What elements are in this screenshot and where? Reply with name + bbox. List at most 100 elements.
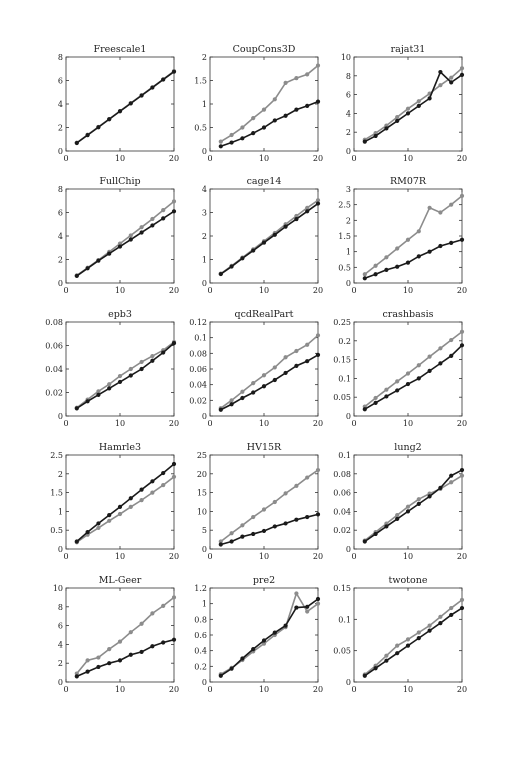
data-point xyxy=(438,69,443,75)
data-point xyxy=(305,604,310,609)
y-tick-label: 0 xyxy=(58,678,63,687)
y-tick-label: 0.04 xyxy=(333,507,351,516)
chart-title: CoupCons3D xyxy=(233,44,296,55)
series-black xyxy=(218,352,321,412)
series-line xyxy=(76,342,175,410)
data-point xyxy=(438,620,443,626)
data-point xyxy=(449,612,454,618)
data-point xyxy=(96,389,101,394)
y-tick-label: 3 xyxy=(202,209,207,218)
data-point xyxy=(438,361,443,366)
data-point xyxy=(150,353,155,359)
series-line xyxy=(364,70,463,143)
series-line xyxy=(220,469,319,543)
data-point xyxy=(416,229,421,234)
y-tick-label: 0.1 xyxy=(338,615,351,624)
data-point xyxy=(85,658,90,663)
data-point xyxy=(384,267,389,272)
series-black xyxy=(362,69,465,144)
data-point xyxy=(395,516,400,522)
x-tick-label: 20 xyxy=(313,154,323,163)
data-point xyxy=(305,609,310,614)
series-black xyxy=(362,467,465,544)
data-point xyxy=(261,641,267,646)
data-point xyxy=(229,398,234,403)
data-point xyxy=(161,603,166,608)
data-point xyxy=(405,371,411,376)
x-tick-label: 10 xyxy=(259,552,269,561)
data-point xyxy=(117,379,123,385)
data-point xyxy=(315,99,321,104)
data-point xyxy=(427,623,432,628)
data-point xyxy=(251,248,256,253)
data-point xyxy=(305,103,310,108)
series-line xyxy=(220,199,319,275)
data-point xyxy=(251,390,256,395)
data-point xyxy=(139,366,144,372)
data-point xyxy=(272,524,277,529)
y-tick-label: 0.5 xyxy=(338,263,351,272)
series-gray xyxy=(362,329,465,409)
y-tick-label: 0 xyxy=(346,147,351,156)
data-point xyxy=(107,661,112,666)
data-point xyxy=(117,658,123,663)
series-black xyxy=(218,201,321,277)
chart-twotone: twotone 0 0.05 0.1 0.15 0 10 20 xyxy=(333,575,467,694)
data-point xyxy=(261,638,267,643)
data-point xyxy=(395,118,400,124)
data-point xyxy=(294,483,299,488)
x-tick-label: 0 xyxy=(207,154,212,163)
data-point xyxy=(261,107,267,112)
data-point xyxy=(251,514,256,520)
data-point xyxy=(74,273,79,279)
y-tick-label: 0 xyxy=(202,678,207,687)
y-tick-label: 0.6 xyxy=(194,631,207,640)
series-line xyxy=(220,591,319,675)
data-point xyxy=(395,264,400,269)
y-tick-label: 8 xyxy=(58,185,63,194)
data-point xyxy=(395,115,400,120)
data-point xyxy=(305,514,310,520)
data-point xyxy=(161,216,166,221)
data-point xyxy=(405,111,411,116)
y-tick-label: 0.1 xyxy=(338,451,351,460)
series-gray xyxy=(362,193,465,277)
y-tick-label: 0 xyxy=(346,412,351,421)
data-point xyxy=(449,337,454,343)
data-point xyxy=(128,652,133,657)
data-point xyxy=(438,243,443,249)
data-point xyxy=(218,407,223,412)
data-point xyxy=(315,352,321,357)
data-point xyxy=(128,496,133,501)
y-tick-label: 2 xyxy=(58,470,63,479)
data-point xyxy=(449,605,454,611)
plot-frame xyxy=(209,56,319,152)
data-point xyxy=(229,132,234,138)
y-tick-label: 0.2 xyxy=(338,337,351,346)
series-line xyxy=(76,210,175,277)
y-tick-label: 5 xyxy=(202,526,207,535)
series-line xyxy=(76,463,175,543)
y-tick-label: 8 xyxy=(346,72,351,81)
data-point xyxy=(427,354,432,359)
data-point xyxy=(449,480,454,485)
series-black xyxy=(362,605,465,678)
y-tick-label: 2.5 xyxy=(50,451,63,460)
y-tick-label: 2 xyxy=(58,124,63,133)
data-point xyxy=(416,501,421,506)
x-tick-label: 20 xyxy=(169,286,179,295)
series-black xyxy=(74,69,177,146)
data-point xyxy=(107,386,112,391)
data-point xyxy=(251,131,256,136)
series-gray xyxy=(218,591,321,677)
series-line xyxy=(220,202,319,275)
data-point xyxy=(117,639,123,644)
data-point xyxy=(96,664,101,670)
data-point xyxy=(384,255,389,260)
data-point xyxy=(395,513,400,518)
data-point xyxy=(171,341,177,346)
chart-title: Freescale1 xyxy=(94,44,147,55)
x-tick-label: 0 xyxy=(207,685,212,694)
chart-title: pre2 xyxy=(253,575,275,586)
